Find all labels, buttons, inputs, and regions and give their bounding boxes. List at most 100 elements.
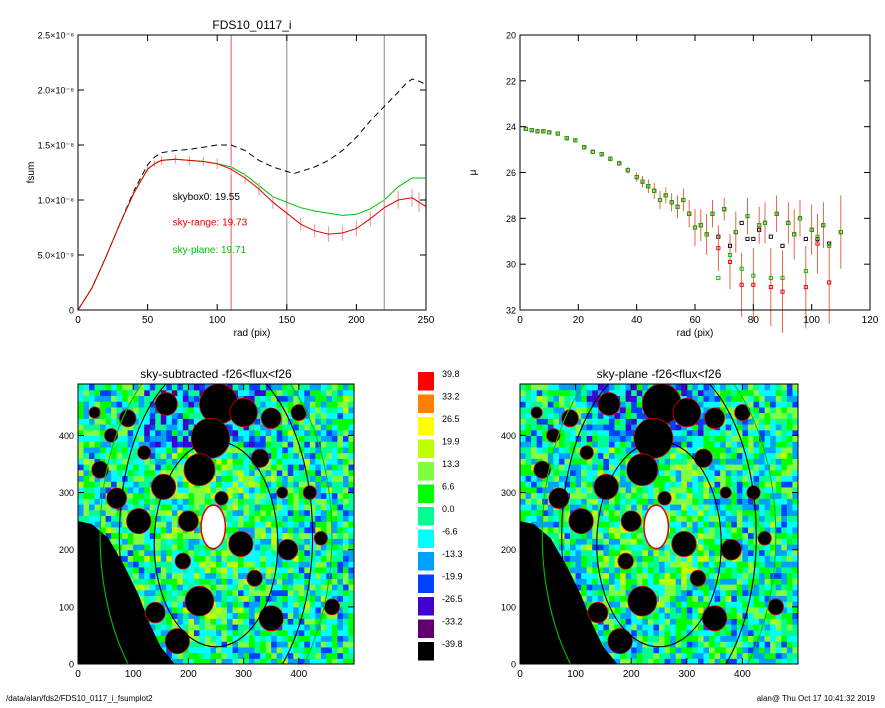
mu-xtick-label: 100 <box>803 315 820 326</box>
mu-xtick-label: 40 <box>631 315 643 326</box>
mu-ytick-label: 30 <box>506 260 516 270</box>
mu-xlabel: rad (pix) <box>677 328 714 339</box>
fsum-xtick-label: 50 <box>142 315 154 326</box>
mu-point-sky-range <box>739 282 744 287</box>
mu-point-sky-plane <box>809 227 814 232</box>
mu-point-sky-plane <box>751 273 756 278</box>
skyplane-star-mask <box>701 605 728 632</box>
mu-point-sky-plane <box>838 230 843 235</box>
fsum-frame <box>77 34 427 311</box>
skysub-xtick-label: 100 <box>125 669 142 680</box>
mu-point-skybox0 <box>780 243 785 248</box>
sky-annotation: sky-range: 19.73 <box>173 217 248 228</box>
colorbar-label: -19.9 <box>442 572 463 582</box>
mu-point-sky-plane <box>681 197 686 203</box>
fsum-ytick-label: 1.0×10⁻⁸ <box>38 196 75 206</box>
skyplane-ytick-label: 400 <box>501 431 516 441</box>
skysub-xtick-label: 300 <box>235 669 252 680</box>
mu-point-sky-plane <box>727 252 733 258</box>
mu-point-sky-plane <box>762 220 768 225</box>
mu-point-sky-plane <box>523 126 528 132</box>
colorbar-swatch <box>418 642 434 661</box>
colorbar-swatch <box>418 394 434 413</box>
skysub-xtick-label: 200 <box>180 669 197 680</box>
mu-xtick-label: 80 <box>748 315 760 326</box>
skysub-star-mask <box>119 409 137 428</box>
skysub-aperture-ellipse <box>118 384 314 664</box>
image-panel-right <box>520 384 798 664</box>
skysub-star-mask <box>323 598 341 616</box>
skysub-star-mask <box>178 510 199 532</box>
mu-point-sky-plane <box>797 216 803 221</box>
colorbar-label: -26.5 <box>442 594 463 604</box>
fsum-series-line-0 <box>77 78 427 311</box>
mu-point-sky-plane <box>704 232 709 237</box>
skysub-star-mask <box>260 407 282 429</box>
colorbar-swatch <box>418 529 434 548</box>
skyplane-star-mask <box>561 409 579 428</box>
skysub-ytick-label: 300 <box>59 488 74 498</box>
mu-point-sky-plane <box>657 197 663 203</box>
mu-point-sky-plane <box>541 129 546 134</box>
mu-ylabel: μ <box>468 169 479 175</box>
skyplane-masked-region <box>520 521 618 664</box>
colorbar-swatch <box>418 574 434 593</box>
skysub-aperture-ellipse <box>99 384 333 664</box>
mu-point-sky-plane <box>716 275 721 280</box>
mu-point-sky-plane <box>698 223 703 228</box>
skyplane-star-mask <box>720 539 742 561</box>
colorbar-swatch <box>418 439 434 458</box>
sky-annotation: sky-plane: 19.71 <box>173 245 247 256</box>
fsum-title: FDS10_0117_i <box>212 18 291 32</box>
mu-point-sky-range <box>815 241 820 246</box>
mu-point-skybox0 <box>751 236 756 242</box>
skyplane-star-mask <box>533 460 551 479</box>
mu-xtick-label: 0 <box>517 315 523 326</box>
mu-point-sky-plane <box>710 211 715 216</box>
mu-point-sky-range <box>803 285 808 290</box>
skyplane-star-mask <box>620 510 642 532</box>
skysub-star-mask <box>91 460 109 479</box>
mu-point-sky-range <box>727 259 733 264</box>
colorbar-swatch <box>418 619 434 638</box>
skyplane-star-mask <box>704 407 726 429</box>
mu-point-sky-plane <box>675 204 680 209</box>
skyplane-frame <box>519 383 799 665</box>
mu-point-sky-plane <box>669 200 674 205</box>
skyplane-star-mask <box>694 448 713 468</box>
mu-ytick-label: 22 <box>506 76 516 86</box>
skysub-star-mask <box>164 628 190 655</box>
skyplane-xtick-label: 200 <box>623 669 640 680</box>
mu-point-sky-plane <box>780 275 785 280</box>
mu-point-sky-plane <box>786 220 791 225</box>
skyplane-star-mask <box>671 531 697 557</box>
skyplane-star-mask <box>587 601 609 624</box>
skysub-star-mask <box>126 508 152 535</box>
mu-point-sky-range <box>716 246 721 251</box>
sky-annotation: skybox0: 19.55 <box>173 192 241 203</box>
skysub-star-mask <box>137 445 152 460</box>
mu-point-skybox0 <box>803 236 808 242</box>
mu-point-sky-plane <box>815 234 820 239</box>
skysub-ytick-label: 0 <box>69 660 74 670</box>
mu-point-sky-plane <box>634 175 639 180</box>
fsum-series-line-2 <box>77 158 427 311</box>
skyplane-star-mask <box>719 486 732 499</box>
mu-point-sky-plane <box>803 268 808 274</box>
mu-point-skybox0 <box>745 236 750 242</box>
skysub-star-mask <box>214 491 229 506</box>
fsum-xlabel: rad (pix) <box>234 328 271 339</box>
skyplane-star-mask <box>593 473 619 500</box>
skysub-masked-region <box>78 521 175 664</box>
skysub-star-mask <box>183 453 216 487</box>
skysub-star-mask <box>151 473 177 500</box>
skysub-frame <box>77 383 355 665</box>
skyplane-star-mask <box>672 397 702 428</box>
skysub-star-mask <box>88 406 101 419</box>
skysub-star-mask <box>229 397 258 428</box>
colorbar-label: -33.2 <box>442 617 463 627</box>
skyplane-star-mask <box>579 445 594 460</box>
skyplane-star-mask <box>689 569 707 587</box>
skyplane-star-mask <box>597 392 621 416</box>
skyplane-xtick-label: 100 <box>567 669 584 680</box>
